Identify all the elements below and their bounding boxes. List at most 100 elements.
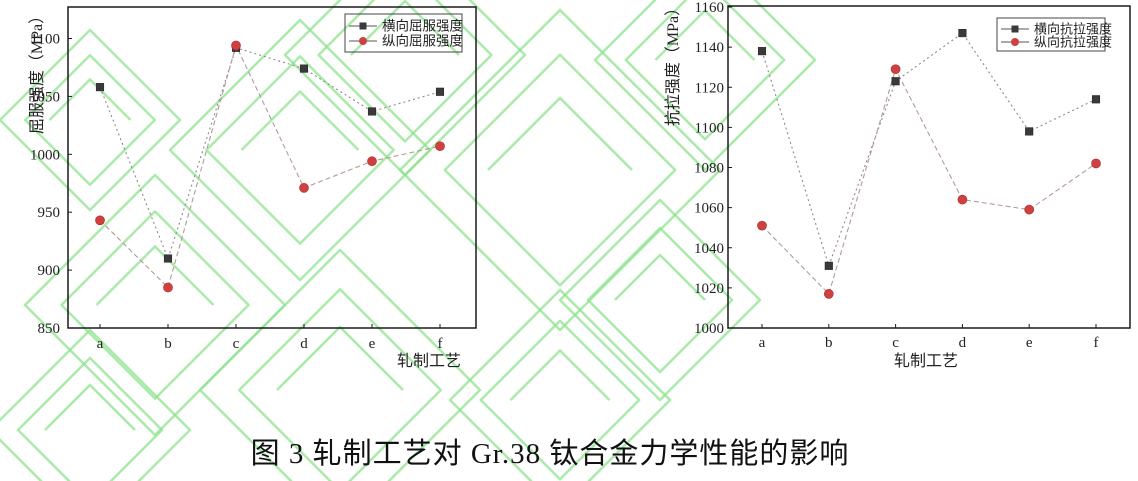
yield-strength-chart: 850 900 950 1000 1050 1100 a b c d e f 屈服强度（MPa） 轧制工艺…: [28, 6, 477, 370]
y-tick-label: 1100: [31, 32, 60, 48]
x-tick-label: c: [233, 336, 240, 352]
y-tick-label: 1040: [694, 241, 724, 257]
watermark-diamond-outer: [593, 0, 817, 172]
data-point-square: [891, 77, 900, 86]
x-tick-label: c: [892, 335, 899, 351]
x-tick-label: d: [300, 336, 308, 352]
data-point-square: [435, 87, 445, 96]
plot-border: [727, 5, 1131, 329]
legend-label: 横向屈服强度: [382, 19, 463, 34]
watermark-diamond-outer: [0, 28, 182, 212]
legend-marker-square: [359, 22, 367, 30]
watermark-diamond-inner: [23, 53, 157, 187]
x-tick-label: e: [1026, 335, 1033, 351]
x-tick-label: b: [164, 336, 172, 352]
data-point-circle: [1024, 204, 1035, 215]
y-tick-label: 1160: [695, 0, 724, 16]
data-point-circle: [957, 194, 968, 205]
legend-box: [996, 17, 1106, 52]
data-point-square: [1025, 127, 1034, 136]
data-point-circle: [299, 183, 309, 193]
data-point-circle: [890, 64, 901, 75]
watermark-diamond-inner: [624, 0, 786, 141]
y-tick-label: 1100: [695, 120, 724, 136]
data-point-square: [163, 254, 173, 263]
data-point-square: [824, 261, 833, 270]
watermark-stamp: [558, 198, 762, 402]
series-line: [99, 47, 441, 261]
data-point-circle: [435, 141, 445, 152]
y-tick-label: 1060: [694, 201, 724, 217]
series-line: [761, 67, 1097, 295]
watermark-chevron: [240, 90, 360, 151]
watermark-diamond-outer: [558, 198, 762, 402]
x-tick-label: a: [759, 335, 766, 351]
x-tick-label: f: [1094, 335, 1099, 351]
y-tick-label: 1020: [694, 281, 724, 297]
data-point-circle: [823, 289, 834, 299]
data-point-circle: [1091, 158, 1101, 169]
y-tick-label: 1080: [694, 161, 724, 177]
watermark-diamond-outer: [168, 18, 432, 282]
watermark-chevron: [350, 0, 460, 56]
watermark-chevron: [509, 349, 611, 401]
legend-marker-circle: [1011, 38, 1019, 46]
figure-caption: 图 3 轧制工艺对 Gr.38 钛合金力学性能的影响: [250, 438, 850, 470]
x-tick-label: a: [97, 336, 104, 352]
y-tick-label: 1120: [695, 80, 724, 96]
data-point-square: [757, 47, 767, 56]
plot-border: [67, 6, 477, 329]
watermark-diamond-inner: [479, 319, 641, 481]
watermark-stamp: [448, 288, 672, 481]
y-axis-title: 屈服强度（MPa）: [28, 8, 46, 134]
x-tick-label: e: [369, 336, 376, 352]
y-tick-label: 1000: [30, 147, 60, 163]
y-tick-label: 950: [38, 205, 61, 221]
watermark-chevron: [654, 9, 756, 61]
watermark-diamond-outer: [398, 8, 722, 332]
watermark-diamond-outer: [198, 248, 482, 481]
y-tick-label: 1140: [695, 40, 724, 56]
watermark-diamond-inner: [586, 226, 734, 374]
data-point-circle: [757, 220, 767, 231]
legend-label: 横向抗拉强度: [1034, 22, 1112, 37]
watermark-chevron: [95, 245, 215, 306]
y-tick-label: 850: [38, 321, 61, 337]
data-point-circle: [231, 40, 241, 51]
legend-label: 纵向屈服强度: [382, 34, 463, 49]
watermark-diamond-inner: [205, 55, 395, 245]
y-tick-label: 1050: [30, 89, 60, 105]
legend-marker-circle: [359, 37, 367, 45]
x-axis-title: 轧制工艺: [894, 352, 958, 370]
legend-label: 纵向抗拉强度: [1034, 35, 1112, 50]
watermark-stamp: [0, 28, 182, 212]
watermark-stamp: [593, 0, 817, 172]
data-point-square: [958, 29, 967, 38]
series-line: [99, 43, 441, 289]
data-point-square: [95, 83, 105, 92]
watermark-stamp: [398, 8, 722, 332]
watermark-diamond-outer: [448, 288, 672, 481]
x-tick-label: b: [825, 335, 833, 351]
series-line: [761, 32, 1097, 268]
watermark-diamond-inner: [16, 356, 164, 481]
legend-marker-square: [1011, 25, 1019, 33]
watermark-diamond-inner: [317, 0, 493, 143]
y-tick-label: 900: [38, 263, 61, 279]
x-tick-label: f: [438, 336, 443, 352]
data-point-circle: [367, 156, 377, 167]
y-axis-title: 抗拉强度（MPa）: [664, 0, 682, 126]
watermark-diamond-outer: [0, 328, 192, 481]
watermark-stamp: [0, 328, 192, 481]
data-point-square: [367, 107, 377, 116]
y-tick-label: 1000: [694, 321, 724, 337]
watermark-stamp: [198, 248, 482, 481]
watermark-chevron: [276, 325, 404, 391]
x-axis-title: 轧制工艺: [397, 352, 461, 370]
legend-box: [344, 13, 463, 53]
data-point-circle: [95, 215, 105, 226]
data-point-square: [1091, 95, 1101, 104]
data-point-circle: [163, 282, 173, 293]
